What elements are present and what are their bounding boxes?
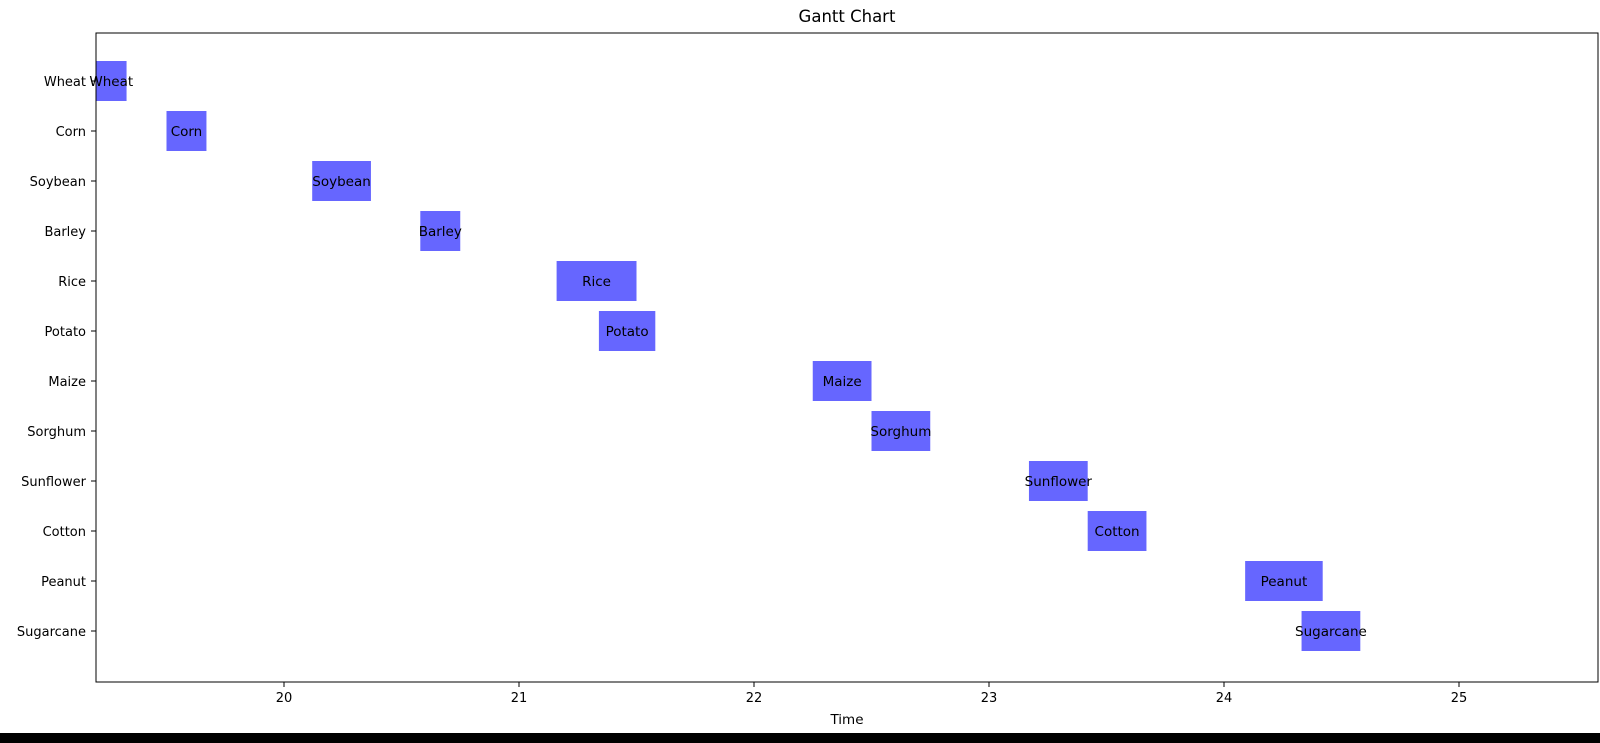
x-tick-label-23: 23	[981, 691, 998, 706]
x-tick-label-22: 22	[746, 691, 763, 706]
y-tick-label-corn: Corn	[56, 125, 86, 140]
x-tick-label-24: 24	[1216, 691, 1233, 706]
y-tick-label-maize: Maize	[48, 375, 86, 390]
bar-label-cotton: Cotton	[1095, 524, 1140, 540]
bar-label-rice: Rice	[582, 274, 611, 290]
gantt-bar-sugarcane	[1301, 611, 1361, 651]
x-axis-label: Time	[829, 712, 863, 728]
bar-label-corn: Corn	[171, 124, 203, 140]
gantt-bar-corn	[166, 111, 207, 151]
x-tick-label-21: 21	[511, 691, 528, 706]
bar-label-wheat: Wheat	[89, 74, 133, 90]
gantt-bar-wheat	[96, 61, 127, 101]
bar-label-barley: Barley	[419, 224, 462, 240]
x-ticks: 20 21 22 23 24 25	[276, 682, 1468, 706]
chart-title: Gantt Chart	[799, 7, 896, 26]
y-tick-label-peanut: Peanut	[41, 575, 86, 590]
gantt-bar-sunflower	[1028, 461, 1088, 501]
gantt-bar-cotton	[1087, 511, 1147, 551]
gantt-bar-rice	[556, 261, 637, 301]
x-tick-label-20: 20	[276, 691, 293, 706]
y-tick-label-barley: Barley	[44, 225, 86, 240]
gantt-bar-sorghum	[871, 411, 931, 451]
y-tick-label-wheat: Wheat	[44, 75, 86, 90]
y-tick-label-sorghum: Sorghum	[27, 425, 86, 440]
bar-label-peanut: Peanut	[1261, 574, 1308, 590]
y-tick-label-soybean: Soybean	[30, 175, 86, 190]
bar-label-sorghum: Sorghum	[870, 424, 931, 440]
x-tick-label-25: 25	[1451, 691, 1468, 706]
bar-label-maize: Maize	[823, 374, 862, 390]
gantt-bar-barley	[420, 211, 461, 251]
bar-label-potato: Potato	[606, 324, 649, 340]
gantt-bar-peanut	[1245, 561, 1323, 601]
y-tick-label-potato: Potato	[45, 325, 86, 340]
y-tick-label-sugarcane: Sugarcane	[17, 625, 86, 640]
bar-label-sunflower: Sunflower	[1025, 474, 1093, 490]
y-tick-label-rice: Rice	[58, 275, 86, 290]
y-tick-label-cotton: Cotton	[43, 525, 86, 540]
bars-layer: Wheat Corn Soybean Barley Rice Potato Maize Sor…	[89, 61, 1367, 651]
gantt-bar-potato	[598, 311, 656, 351]
bar-label-sugarcane: Sugarcane	[1295, 624, 1367, 640]
y-tick-label-sunflower: Sunflower	[21, 475, 87, 490]
bar-label-soybean: Soybean	[312, 174, 371, 190]
y-tick-labels: Wheat Corn Soybean Barley Rice Potato Maize Sor…	[17, 75, 96, 640]
gantt-bar-soybean	[312, 161, 371, 201]
gantt-bar-maize	[812, 361, 872, 401]
plot-frame	[95, 32, 1599, 683]
